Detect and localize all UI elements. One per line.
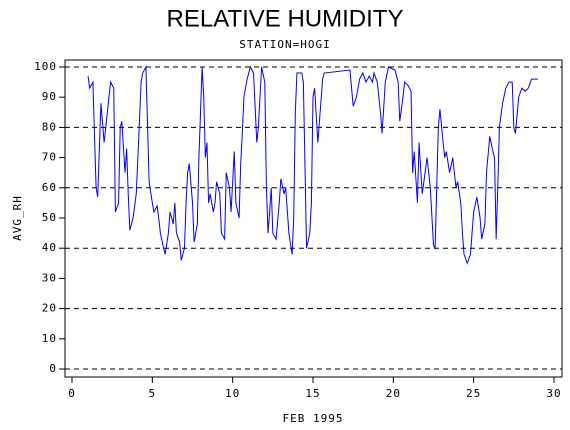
x-axis-label: FEB 1995	[283, 412, 344, 425]
data-line	[87, 65, 538, 265]
y-axis-label: AVG_RH	[11, 195, 24, 241]
y-tick-label: 0	[49, 362, 57, 375]
y-tick-label: 100	[34, 60, 57, 73]
y-tick-label: 40	[42, 241, 57, 254]
y-tick-label: 60	[42, 181, 57, 194]
x-tick-label: 5	[149, 387, 157, 400]
y-tick-label: 50	[42, 211, 57, 224]
y-tick-label: 70	[42, 151, 57, 164]
x-tick-label: 30	[546, 387, 561, 400]
x-tick-label: 0	[68, 387, 76, 400]
y-tick-label: 30	[42, 271, 57, 284]
chart-title: RELATIVE HUMIDITY	[167, 5, 404, 32]
x-tick-label: 25	[466, 387, 481, 400]
y-tick-label: 10	[42, 332, 57, 345]
x-tick-label: 15	[305, 387, 320, 400]
chart-subtitle: STATION=HOGI	[239, 38, 330, 51]
y-tick-label: 80	[42, 120, 57, 133]
y-tick-label: 20	[42, 302, 57, 315]
x-tick-label: 10	[225, 387, 240, 400]
y-tick-label: 90	[42, 90, 57, 103]
x-tick-label: 20	[386, 387, 401, 400]
